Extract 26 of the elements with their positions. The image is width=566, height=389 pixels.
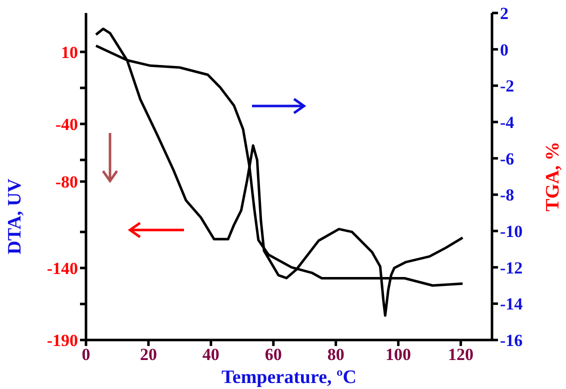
y2-tick-label: -14: [500, 294, 524, 314]
x-tick-label: 0: [82, 345, 90, 364]
x-tick-label: 20: [140, 345, 157, 364]
y2-axis-title: TGA, %: [542, 142, 564, 212]
y2-tick-label: -16: [500, 331, 523, 350]
x-tick-label: 60: [264, 345, 282, 364]
y2-tick-label: 0: [500, 40, 508, 60]
y2-tick-label: -6: [500, 149, 514, 168]
line-series: [94, 28, 464, 317]
y2-tick-label: -12: [500, 258, 523, 278]
y-tick-label: 10: [61, 42, 78, 62]
y2-tick-label: -4: [500, 113, 515, 132]
x-tick-label: 100: [386, 345, 412, 364]
y-tick-label: -80: [55, 172, 78, 192]
y-tick-label: -190: [46, 331, 78, 350]
y-tick-label: -140: [46, 259, 78, 278]
x-axis-title: Temperature, ºC: [221, 367, 357, 388]
y2-tick-label: -10: [500, 222, 523, 242]
x-tick-label: 120: [448, 345, 474, 364]
y2-tick-label: -2: [500, 76, 514, 96]
y-axis-title: DTA, UV: [4, 178, 26, 254]
y2-tick-label: 2: [500, 4, 508, 24]
x-tick-label: 80: [327, 345, 344, 364]
x-tick-label: 40: [202, 345, 220, 364]
y2-tick-label: -8: [500, 186, 514, 205]
y-tick-label: -40: [55, 114, 78, 134]
